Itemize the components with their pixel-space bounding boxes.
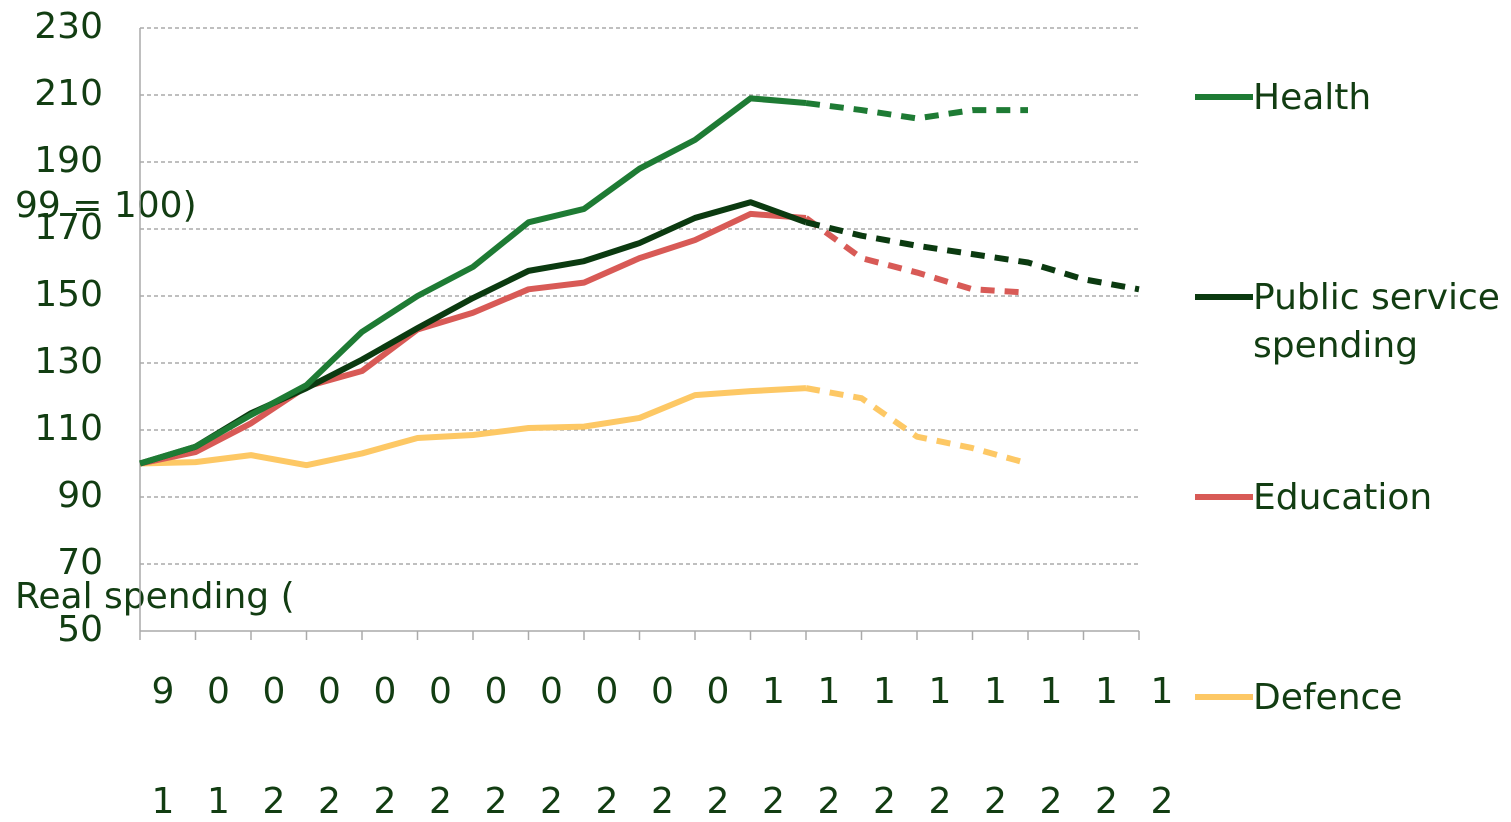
y-tick-label: 110 (34, 408, 103, 449)
x-tick-label: 0 (485, 671, 508, 712)
legend-item: Public service spending (1195, 274, 1508, 370)
series-line (139, 385, 807, 469)
x-tick-label: 1 (1095, 671, 1118, 712)
y-axis-label: Real spending ( (15, 576, 295, 617)
legend-swatch (1195, 694, 1253, 700)
x-tick-label: 2 (374, 781, 397, 822)
x-tick-label: 1 (984, 671, 1007, 712)
series-line (804, 215, 1029, 296)
x-tick-label: 1 (929, 671, 952, 712)
legend-label: Education (1253, 477, 1433, 518)
series-line (805, 100, 1028, 122)
x-tick-label: 0 (429, 671, 452, 712)
y-tick-label: 230 (34, 6, 103, 47)
x-tick-label: 2 (429, 781, 452, 822)
legend-swatch (1195, 494, 1253, 500)
x-tick-label: 9 (152, 671, 175, 712)
x-tick-label: 0 (707, 671, 730, 712)
x-tick-label: 2 (263, 781, 286, 822)
x-tick-label: 2 (818, 781, 841, 822)
x-tick-label: 2 (1095, 781, 1118, 822)
series-line (139, 95, 807, 467)
legend-item: Education (1195, 474, 1508, 522)
x-tick-label: 1 (1040, 671, 1063, 712)
series-line (139, 210, 807, 467)
x-tick-label: 1 (207, 781, 230, 822)
y-tick-label: 150 (34, 274, 103, 315)
y-tick-label: 190 (34, 140, 103, 181)
x-tick-label: 2 (707, 781, 730, 822)
x-tick-label: 2 (929, 781, 952, 822)
x-tick-label: 1 (762, 671, 785, 712)
x-tick-label: 0 (263, 671, 286, 712)
x-tick-label: 2 (1151, 781, 1174, 822)
x-tick-label: 2 (762, 781, 785, 822)
x-tick-label: 2 (485, 781, 508, 822)
y-tick-label: 130 (34, 341, 103, 382)
series-line (805, 219, 1140, 293)
x-tick-label: 1 (818, 671, 841, 712)
x-tick-label: 2 (540, 781, 563, 822)
x-tick-label: 2 (1040, 781, 1063, 822)
x-tick-label: 1 (1151, 671, 1174, 712)
x-tick-label: 0 (651, 671, 674, 712)
y-tick-label: 170 (34, 207, 103, 248)
y-tick-label: 90 (57, 475, 103, 516)
legend-item: Health (1195, 74, 1508, 122)
legend-swatch (1195, 294, 1253, 300)
y-tick-label: 70 (57, 542, 103, 583)
y-tick-label: 210 (34, 73, 103, 114)
x-tick-label: 0 (207, 671, 230, 712)
x-tick-label: 2 (651, 781, 674, 822)
x-tick-label: 2 (318, 781, 341, 822)
x-tick-label: 0 (596, 671, 619, 712)
x-tick-label: 0 (318, 671, 341, 712)
legend-item: Defence (1195, 674, 1508, 722)
legend-label: Defence (1253, 677, 1403, 718)
legend-swatch (1195, 94, 1253, 100)
legend-label: Health (1253, 77, 1372, 118)
x-tick-label: 1 (152, 781, 175, 822)
x-tick-label: 1 (873, 671, 896, 712)
y-axis-label: 99 = 100) (15, 185, 197, 226)
y-tick-label: 50 (57, 609, 103, 650)
series-line (805, 385, 1029, 467)
x-tick-label: 2 (873, 781, 896, 822)
x-tick-label: 0 (540, 671, 563, 712)
legend-label: Public service spending (1253, 277, 1500, 366)
x-tick-label: 2 (984, 781, 1007, 822)
x-tick-label: 0 (374, 671, 397, 712)
x-tick-label: 2 (596, 781, 619, 822)
